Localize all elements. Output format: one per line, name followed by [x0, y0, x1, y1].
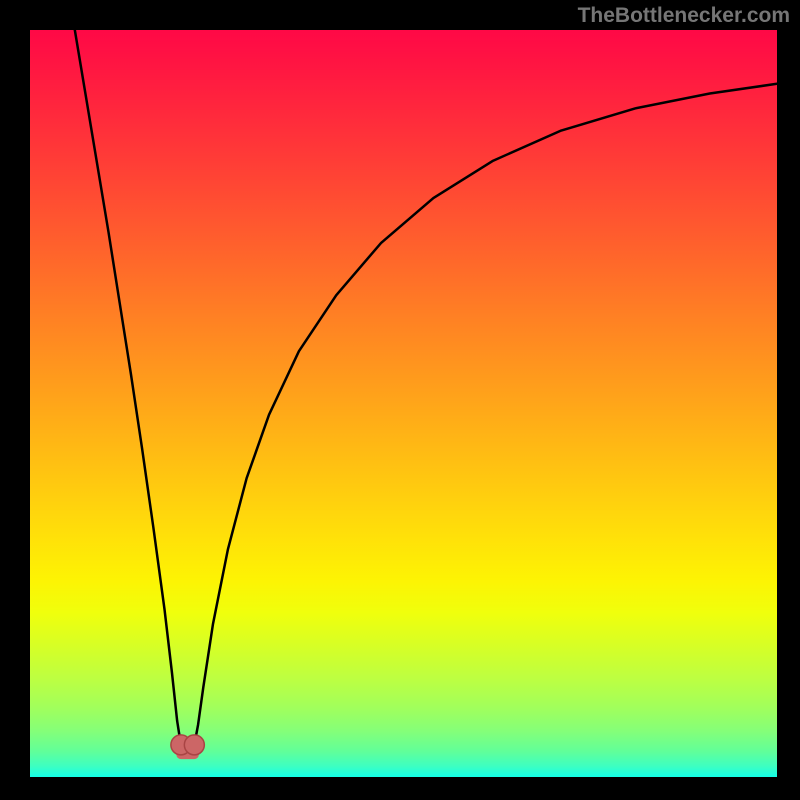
watermark-text: TheBottlenecker.com [578, 4, 790, 28]
chart-root: TheBottlenecker.com [0, 0, 800, 800]
bottleneck-curve [75, 30, 777, 753]
highlight-marker-right [184, 735, 204, 755]
plot-area [30, 30, 777, 777]
curve-layer [30, 30, 777, 777]
